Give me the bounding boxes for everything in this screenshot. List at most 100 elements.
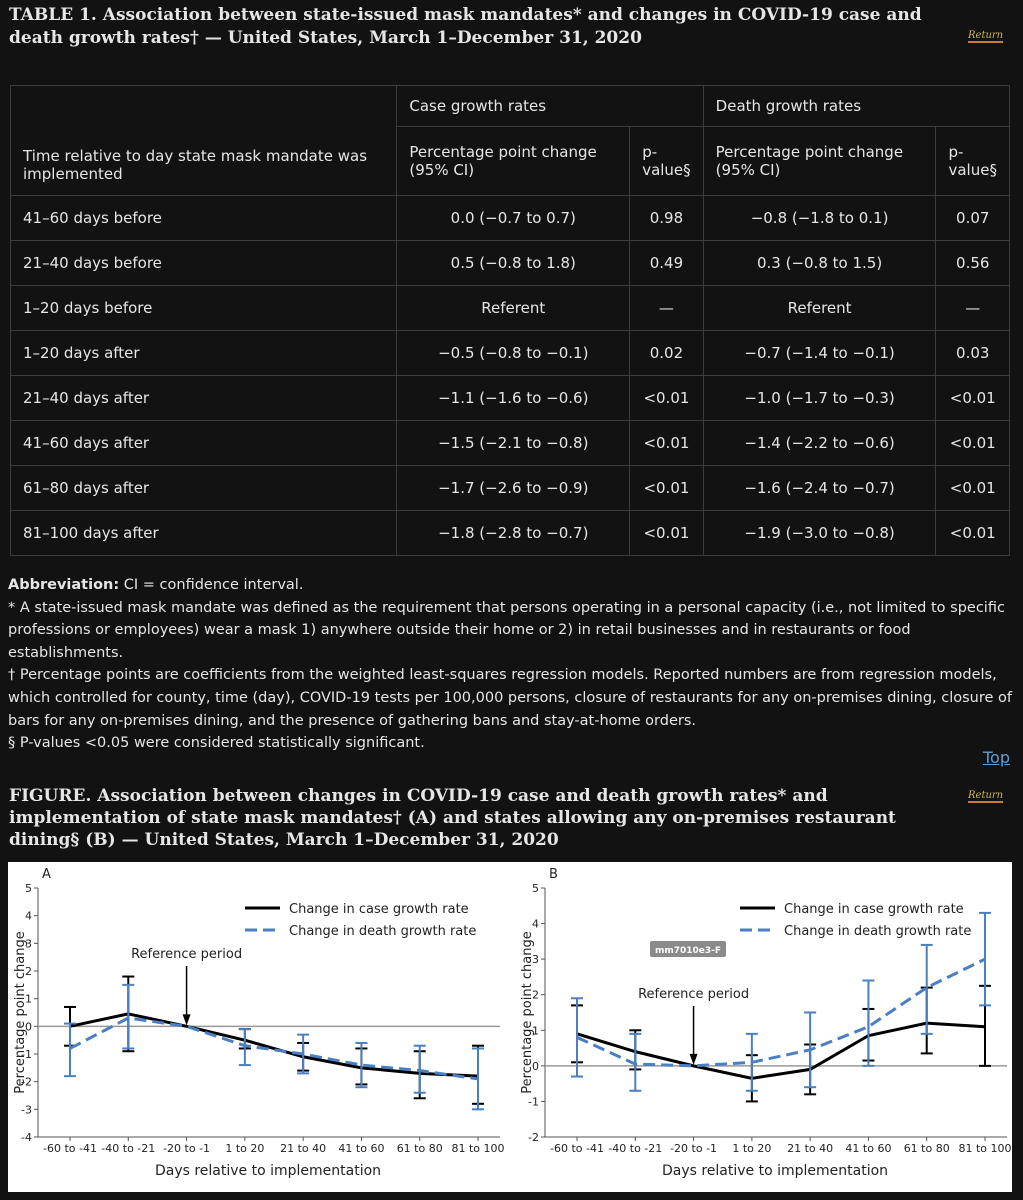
group-header: Death growth rates — [702, 85, 1011, 127]
y-tick-label: 5 — [532, 882, 539, 895]
table-cell: Referent — [396, 285, 631, 331]
column-header: Percentage point change (95% CI) — [396, 126, 631, 196]
x-tick-label: -40 to -21 — [101, 1142, 155, 1155]
y-tick-label: -3 — [21, 1103, 32, 1116]
table-cell: −1.5 (−2.1 to −0.8) — [396, 420, 631, 466]
header-row: Time relative to day state mask mandate … — [9, 85, 1011, 196]
error-bar — [472, 1047, 484, 1111]
chart: B -2 -1 0 1 2 3 4 5 -60 to -41 -40 to -21 -20 to -1… — [520, 867, 1012, 1179]
table-cell: 21–40 days before — [9, 240, 398, 286]
legend-label: Change in death growth rate — [289, 924, 476, 939]
column-header: Percentage point change (95% CI) — [702, 126, 937, 196]
table-cell: 41–60 days after — [9, 420, 398, 466]
abbreviation-text: CI = confidence interval. — [123, 577, 304, 593]
x-tick-label: 21 to 40 — [787, 1142, 833, 1155]
header-row: Percentage point change (95% CI) p-value§… — [11, 126, 1010, 196]
y-tick-label: 4 — [532, 918, 539, 931]
table-cell: −0.5 (−0.8 to −0.1) — [396, 330, 631, 376]
y-tick-label: 0 — [532, 1060, 539, 1073]
return-link[interactable]: Return — [968, 790, 1004, 803]
table-cell: 41–60 days before — [9, 195, 398, 241]
x-tick-label: -20 to -1 — [670, 1142, 717, 1155]
x-tick-label: 1 to 20 — [732, 1142, 771, 1155]
y-tick-label: -1 — [528, 1095, 539, 1108]
table-cell: — — [935, 285, 1010, 331]
top-link[interactable]: Top — [983, 748, 1010, 767]
y-tick-label: 5 — [25, 882, 32, 895]
x-axis-label: Days relative to implementation — [155, 1163, 381, 1179]
error-bar — [979, 911, 991, 1007]
table-cell: <0.01 — [629, 465, 704, 511]
y-tick-label: -4 — [21, 1131, 32, 1144]
table-cell: 21–40 days after — [9, 375, 398, 421]
legend-label: Change in case growth rate — [289, 902, 469, 917]
table-cell: 1–20 days before — [9, 285, 398, 331]
x-axis-label: Days relative to implementation — [662, 1163, 888, 1179]
y-tick-label: 4 — [25, 910, 32, 923]
y-tick-label: 3 — [532, 953, 539, 966]
table-cell: −1.6 (−2.4 to −0.7) — [702, 465, 937, 511]
figure-id-box — [650, 941, 726, 957]
table-cell: 0.98 — [629, 195, 704, 241]
table-cell: <0.01 — [629, 375, 704, 421]
column-header: p-value§ — [935, 126, 1010, 196]
table-cell: <0.01 — [629, 420, 704, 466]
table-cell: <0.01 — [935, 465, 1010, 511]
y-tick-label: 1 — [25, 993, 32, 1006]
x-tick-label: 81 to 100 — [451, 1142, 504, 1155]
figure-id: mm7010e3-F — [655, 946, 721, 956]
y-axis-label: Percentage point change — [13, 931, 28, 1093]
chart: A -4 -3 -2 -1 0 1 2 3 4 5 -60 to -41 -40 to -21 -20 t… — [13, 867, 505, 1179]
column-header: p-value§ — [629, 126, 704, 196]
x-tick-label: -40 to -21 — [608, 1142, 662, 1155]
table-row: 21–40 days before 0.5 (−0.8 to 1.8) 0.49 0.… — [9, 240, 1010, 286]
legend-label: Change in death growth rate — [784, 924, 971, 939]
footnote: § P-values <0.05 were considered statist… — [8, 735, 425, 752]
table-row: 21–40 days after −1.1 (−1.6 to −0.6) <0.01… — [9, 375, 1010, 421]
table-cell: <0.01 — [935, 375, 1010, 421]
table-row: 1–20 days after −0.5 (−0.8 to −0.1) 0.02 −0… — [9, 330, 1010, 376]
table-cell: −1.9 (−3.0 to −0.8) — [702, 510, 937, 556]
series-line — [69, 1016, 479, 1081]
y-tick-label: -1 — [21, 1048, 32, 1061]
x-tick-label: 81 to 100 — [958, 1142, 1011, 1155]
table-cell: −1.8 (−2.8 to −0.7) — [396, 510, 631, 556]
table-cell: 0.0 (−0.7 to 0.7) — [396, 195, 631, 241]
table-cell: −1.7 (−2.6 to −0.9) — [396, 465, 631, 511]
y-tick-label: 2 — [25, 965, 32, 978]
table-cell: 0.02 — [629, 330, 704, 376]
error-bar — [862, 979, 875, 1067]
table-cell: 0.5 (−0.8 to 1.8) — [396, 240, 631, 286]
table-cell: 0.56 — [935, 240, 1010, 286]
table-title: TABLE 1. Association between state-issue… — [9, 5, 922, 48]
table-cell: — — [629, 285, 704, 331]
table-row: 41–60 days before 0.0 (−0.7 to 0.7) 0.98 −0… — [9, 195, 1010, 241]
panel-label: B — [549, 867, 558, 882]
x-tick-label: -60 to -41 — [43, 1142, 97, 1155]
table-row: 61–80 days after −1.7 (−2.6 to −0.9) <0.01… — [9, 465, 1010, 511]
abbreviation-note: Abbreviation: CI = confidence interval. — [8, 574, 1016, 597]
return-link[interactable]: Return — [968, 30, 1004, 43]
table-cell: −1.4 (−2.2 to −0.6) — [702, 420, 937, 466]
x-tick-label: -60 to -41 — [550, 1142, 604, 1155]
x-tick-label: 41 to 60 — [845, 1142, 891, 1155]
annotation-arrowhead — [182, 1014, 191, 1026]
footnote: * A state-issued mask mandate was define… — [8, 599, 1005, 661]
table-cell: 81–100 days after — [9, 510, 398, 556]
y-axis-label: Percentage point change — [520, 931, 535, 1093]
data-table: Time relative to day state mask mandate … — [9, 85, 1011, 556]
x-tick-label: 21 to 40 — [280, 1142, 326, 1155]
y-tick-label: -2 — [21, 1076, 32, 1089]
table-cell: 1–20 days after — [9, 330, 398, 376]
table-row: 41–60 days after −1.5 (−2.1 to −0.8) <0.01… — [9, 420, 1010, 466]
y-tick-label: -2 — [528, 1131, 539, 1144]
group-header: Case growth rates — [396, 85, 704, 127]
table-cell: <0.01 — [935, 420, 1010, 466]
table-cell: <0.01 — [935, 510, 1010, 556]
table-row: 1–20 days before Referent — Referent — — [9, 285, 1010, 331]
series-line — [69, 1012, 479, 1078]
table-cell: 0.07 — [935, 195, 1010, 241]
x-tick-label: 1 to 20 — [225, 1142, 264, 1155]
figure: A -4 -3 -2 -1 0 1 2 3 4 5 -60 to -41 -40 to -21 -20 t… — [8, 862, 1012, 1192]
